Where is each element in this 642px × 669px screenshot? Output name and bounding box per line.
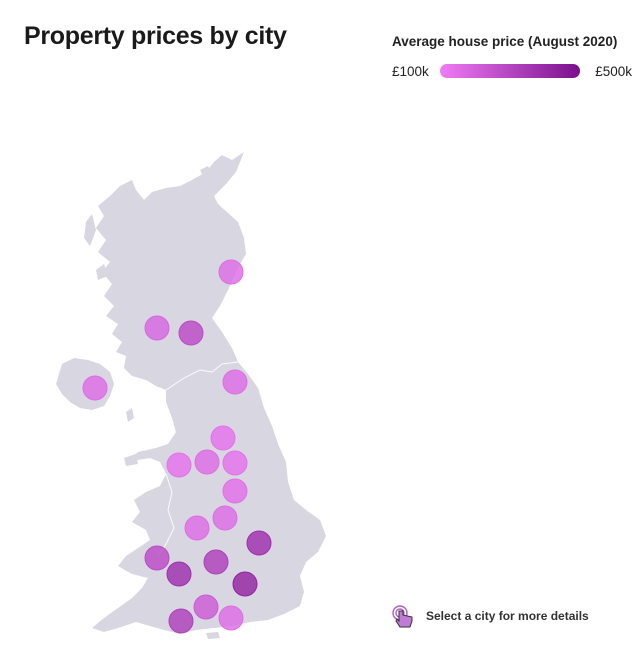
legend: Average house price (August 2020) £100k … — [392, 34, 632, 83]
hint-text: Select a city for more details — [426, 609, 589, 623]
city-marker[interactable] — [222, 369, 248, 395]
legend-min-label: £100k — [392, 64, 429, 79]
pointer-hand-icon — [392, 605, 413, 628]
legend-title: Average house price (August 2020) — [392, 34, 618, 49]
city-marker[interactable] — [82, 375, 108, 401]
city-marker[interactable] — [184, 515, 210, 541]
skye-shape — [96, 264, 108, 280]
city-marker[interactable] — [168, 608, 194, 634]
city-marker[interactable] — [218, 259, 244, 285]
city-marker[interactable] — [210, 425, 236, 451]
legend-max-label: £500k — [595, 64, 632, 79]
city-marker[interactable] — [194, 449, 220, 475]
city-marker[interactable] — [218, 605, 244, 631]
isle-of-wight-shape — [206, 632, 220, 639]
city-marker[interactable] — [166, 561, 192, 587]
city-marker[interactable] — [203, 549, 229, 575]
city-markers — [82, 259, 272, 634]
select-city-hint: Select a city for more details — [390, 603, 589, 629]
city-marker[interactable] — [222, 450, 248, 476]
orkney-shape — [200, 166, 212, 178]
city-marker[interactable] — [166, 452, 192, 478]
page-title: Property prices by city — [24, 22, 287, 50]
wales-england-border — [157, 473, 175, 557]
city-marker[interactable] — [232, 571, 258, 597]
great-britain-shape — [92, 152, 326, 634]
city-marker[interactable] — [246, 530, 272, 556]
isle-of-man-shape — [126, 408, 134, 422]
scotland-england-border — [165, 361, 239, 391]
city-marker[interactable] — [212, 505, 238, 531]
legend-gradient-bar — [440, 64, 580, 78]
city-marker[interactable] — [178, 320, 204, 346]
legend-scale: £100k £500k — [392, 63, 632, 83]
city-marker[interactable] — [193, 594, 219, 620]
city-marker[interactable] — [144, 315, 170, 341]
western-isles-shape — [84, 214, 96, 246]
anglesey-shape — [124, 454, 138, 466]
city-marker[interactable] — [222, 478, 248, 504]
city-marker[interactable] — [144, 545, 170, 571]
